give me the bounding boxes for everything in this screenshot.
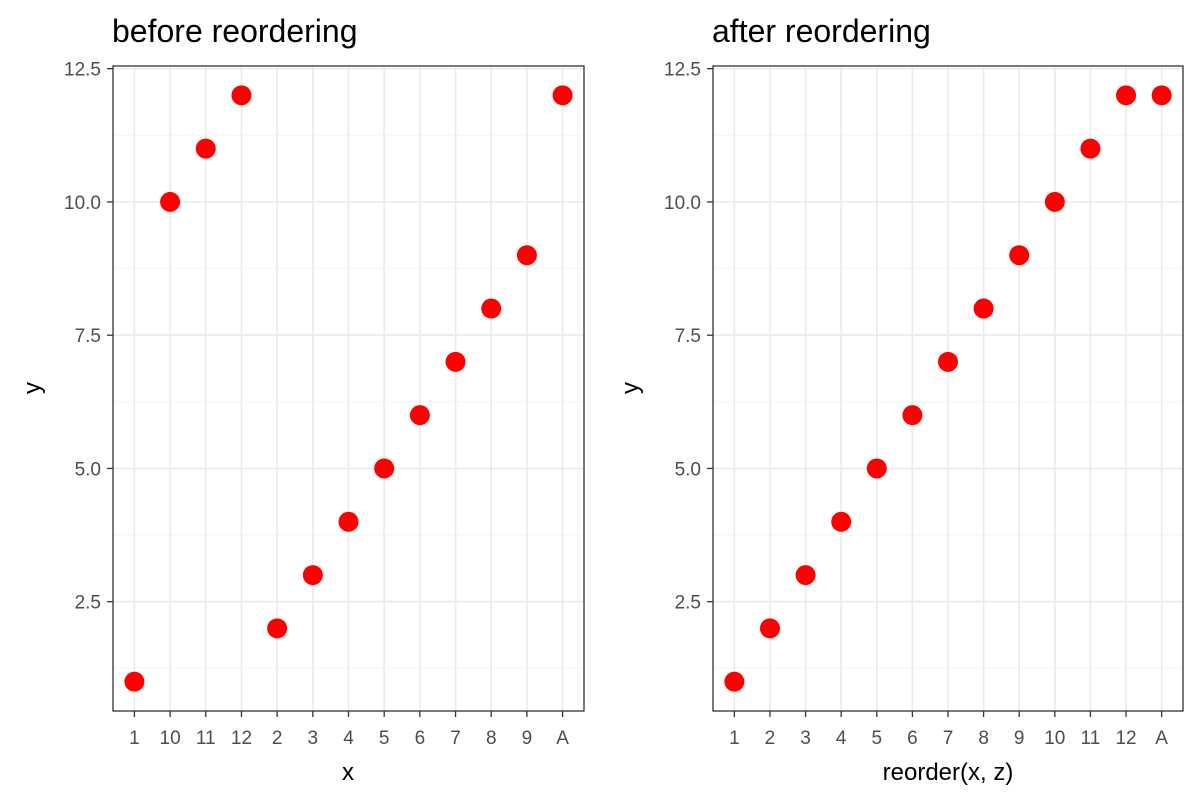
y-tick-label: 12.5	[64, 60, 101, 81]
axis-ticks	[107, 68, 564, 717]
chart-title: after reordering	[712, 13, 931, 49]
y-tick-label: 2.5	[675, 593, 701, 614]
data-points	[724, 85, 1172, 692]
data-point	[267, 618, 288, 639]
y-tick-label: 5.0	[75, 459, 101, 480]
data-point	[1151, 85, 1172, 106]
data-point	[759, 618, 780, 639]
x-tick-label: 7	[943, 728, 954, 749]
data-point	[1116, 85, 1137, 106]
data-point	[481, 298, 502, 319]
x-tick-label: 3	[800, 728, 811, 749]
x-tick-label: 3	[308, 728, 319, 749]
x-tick-label: 11	[196, 728, 216, 749]
chart-title: before reordering	[112, 13, 357, 49]
x-tick-labels: 1 2 3 4 5 6 7 8 9 10 11 12 A	[729, 728, 1168, 749]
y-tick-label: 12.5	[664, 60, 701, 81]
data-point	[374, 458, 395, 479]
x-tick-label: 4	[343, 728, 354, 749]
x-tick-label: 5	[379, 728, 390, 749]
data-point	[160, 191, 181, 212]
data-point	[938, 351, 958, 372]
data-point	[302, 565, 323, 586]
x-tick-label: 6	[907, 728, 918, 749]
data-point	[195, 138, 216, 159]
chart-before-reordering: before reordering x y 1 10 11 12 2 3 4 5 6 7 8 9 A 2…	[19, 13, 585, 786]
data-point	[795, 565, 816, 586]
x-tick-label: 9	[1014, 728, 1025, 749]
x-tick-label: A	[556, 728, 569, 749]
x-tick-label: 4	[836, 728, 847, 749]
data-points	[124, 85, 573, 692]
y-tick-label: 7.5	[675, 326, 701, 347]
y-axis-title: y	[617, 382, 644, 394]
y-tick-label: 2.5	[75, 593, 101, 614]
x-tick-label: 2	[765, 728, 776, 749]
data-point	[124, 671, 145, 692]
data-point	[338, 511, 359, 532]
x-tick-label: 9	[522, 728, 533, 749]
data-point	[724, 671, 745, 692]
x-tick-label: 2	[272, 728, 283, 749]
y-axis-title: y	[19, 382, 46, 394]
y-tick-label: 10.0	[664, 193, 701, 214]
x-tick-labels: 1 10 11 12 2 3 4 5 6 7 8 9 A	[129, 728, 569, 749]
grid-major	[113, 66, 584, 711]
x-tick-label: 10	[160, 728, 181, 749]
data-point	[552, 85, 573, 106]
axis-ticks	[707, 68, 1163, 717]
x-axis-title: reorder(x, z)	[883, 759, 1014, 786]
data-point	[1044, 191, 1065, 212]
x-tick-label: 11	[1081, 728, 1101, 749]
data-point	[445, 351, 466, 372]
data-point	[1080, 138, 1101, 159]
x-tick-label: 1	[729, 728, 740, 749]
data-point	[1009, 245, 1030, 266]
x-tick-label: A	[1155, 728, 1168, 749]
y-tick-labels: 2.5 5.0 7.5 10.0 12.5	[664, 60, 701, 614]
data-point	[831, 511, 852, 532]
data-point	[516, 245, 537, 266]
y-tick-label: 7.5	[75, 326, 101, 347]
data-point	[409, 405, 430, 426]
x-axis-title: x	[342, 759, 354, 786]
data-point	[231, 85, 252, 106]
x-tick-label: 12	[231, 728, 252, 749]
data-point	[902, 405, 923, 426]
grid-major	[713, 66, 1183, 711]
y-tick-label: 10.0	[64, 193, 101, 214]
x-tick-label: 12	[1115, 728, 1136, 749]
x-tick-label: 10	[1044, 728, 1065, 749]
y-tick-label: 5.0	[675, 459, 701, 480]
x-tick-label: 8	[978, 728, 989, 749]
x-tick-label: 1	[129, 728, 140, 749]
data-point	[866, 458, 887, 479]
x-tick-label: 5	[871, 728, 882, 749]
x-tick-label: 7	[450, 728, 461, 749]
x-tick-label: 8	[486, 728, 497, 749]
x-tick-label: 6	[415, 728, 426, 749]
y-tick-labels: 2.5 5.0 7.5 10.0 12.5	[64, 60, 101, 614]
data-point	[973, 298, 994, 319]
